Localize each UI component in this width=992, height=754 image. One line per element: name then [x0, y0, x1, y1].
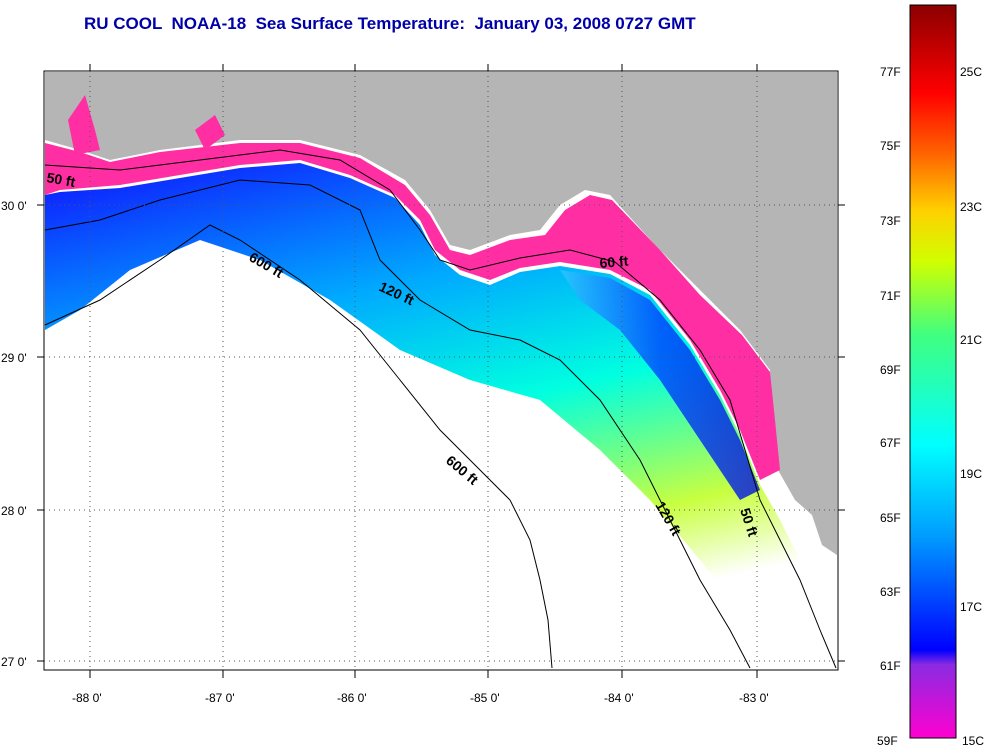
lat-label-27: 27 0'	[1, 655, 27, 669]
colorbar-label-73f: 73F	[880, 214, 901, 228]
colorbar-label-77f: 77F	[880, 65, 901, 79]
lon-label-88: -88 0'	[72, 691, 102, 705]
lon-label-86: -86 0'	[337, 691, 367, 705]
mobile-bay	[68, 95, 100, 155]
colorbar-label-59f: 59F	[877, 734, 898, 748]
colorbar-label-63f: 63F	[880, 585, 901, 599]
colorbar-label-25c: 25C	[960, 65, 983, 79]
colorbar-label-17c: 17C	[960, 600, 983, 614]
lon-label-87: -87 0'	[205, 691, 235, 705]
depth-contours	[44, 149, 837, 669]
lon-label-85: -85 0'	[470, 691, 500, 705]
east-shelf	[560, 270, 760, 500]
lat-label-29: 29 0'	[1, 351, 27, 365]
tick-marks	[37, 64, 845, 678]
shelf-water	[45, 163, 835, 668]
colorbar	[909, 4, 957, 739]
colorbar-label-71f: 71F	[880, 289, 901, 303]
colorbar-label-69f: 69F	[880, 363, 901, 377]
lon-label-84: -84 0'	[604, 691, 634, 705]
map-title: RU COOL NOAA-18 Sea Surface Temperature:…	[84, 14, 696, 33]
cold-coastal-water	[45, 143, 780, 480]
pensacola-bay	[195, 115, 225, 150]
lat-label-28: 28 0'	[1, 504, 27, 518]
contour-label-60ft: 60 ft	[599, 253, 629, 271]
land-mass	[45, 72, 837, 555]
colorbar-label-21c: 21C	[960, 333, 983, 347]
contour-label-50ft-west: 50 ft	[45, 169, 76, 190]
colorbar-label-65f: 65F	[880, 511, 901, 525]
colorbar-label-19c: 19C	[960, 467, 983, 481]
colorbar-label-23c: 23C	[960, 200, 983, 214]
colorbar-label-61f: 61F	[880, 659, 901, 673]
colorbar-label-15c: 15C	[962, 734, 985, 748]
lon-label-83: -83 0'	[739, 691, 769, 705]
lat-label-30: 30 0'	[1, 199, 27, 213]
colorbar-label-67f: 67F	[880, 436, 901, 450]
colorbar-label-75f: 75F	[880, 139, 901, 153]
